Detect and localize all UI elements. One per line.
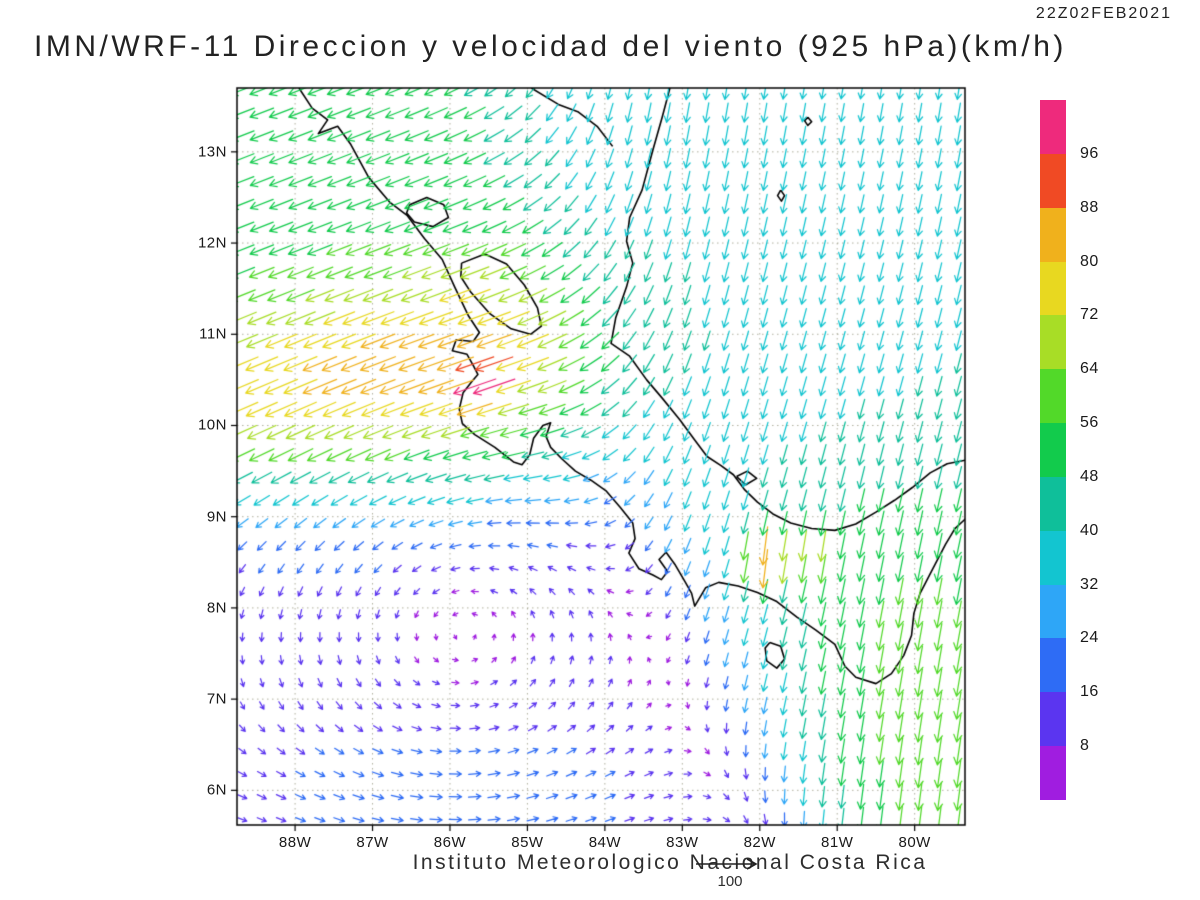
colorbar [1040,100,1066,800]
lat-tick-label: 10N [197,416,227,434]
colorbar-tick-label: 72 [1080,306,1099,324]
colorbar-tick-label: 88 [1080,198,1099,216]
colorbar-segment [1040,369,1066,424]
colorbar-tick-label: 32 [1080,575,1099,593]
colorbar-segment [1040,584,1066,639]
colorbar-tick-label: 24 [1080,629,1099,647]
lon-tick-label: 84W [588,834,622,851]
colorbar-tick-label: 40 [1080,521,1099,539]
colorbar-segment [1040,530,1066,585]
lat-tick-label: 11N [199,325,227,343]
colorbar-segment [1040,153,1066,208]
lon-tick-label: 80W [898,834,931,851]
lat-tick-label: 6N [206,781,227,799]
colorbar-segment [1040,261,1066,316]
lon-tick-label: 82W [743,834,776,851]
lat-tick-label: 9N [206,508,227,526]
colorbar-segment [1040,638,1066,693]
colorbar-tick-label: 64 [1080,360,1099,378]
colorbar-segment [1040,746,1066,800]
colorbar-segment [1040,692,1066,747]
lon-tick-label: 86W [433,834,467,851]
lat-tick-label: 12N [197,234,227,252]
colorbar-segment [1040,423,1066,477]
colorbar-tick-label: 96 [1080,144,1099,162]
reference-arrow-label: 100 [717,873,743,890]
colorbar-segment [1040,207,1066,262]
colorbar-segment [1040,100,1066,154]
colorbar-segment [1040,315,1066,370]
colorbar-tick-label: 56 [1080,414,1099,432]
credit-text: Instituto Meteorologico Nacional Costa R… [412,851,928,874]
lon-tick-label: 87W [356,834,389,851]
colorbar-tick-label: 8 [1080,737,1090,755]
reference-arrow-icon [696,858,758,870]
lat-tick-label: 8N [206,599,227,617]
colorbar-tick-label: 80 [1080,252,1099,270]
lon-tick-label: 83W [666,834,699,851]
chart-title: IMN/WRF-11 Direccion y velocidad del vie… [34,30,1067,63]
lon-tick-label: 81W [821,834,854,851]
colorbar-segment [1040,476,1066,531]
lat-tick-label: 7N [206,690,227,708]
lon-tick-label: 88W [278,834,312,851]
colorbar-tick-label: 16 [1080,683,1099,701]
run-timestamp: 22Z02FEB2021 [1035,5,1172,22]
colorbar-tick-label: 48 [1080,467,1099,485]
lat-tick-label: 13N [197,143,227,161]
lon-tick-label: 85W [511,834,544,851]
